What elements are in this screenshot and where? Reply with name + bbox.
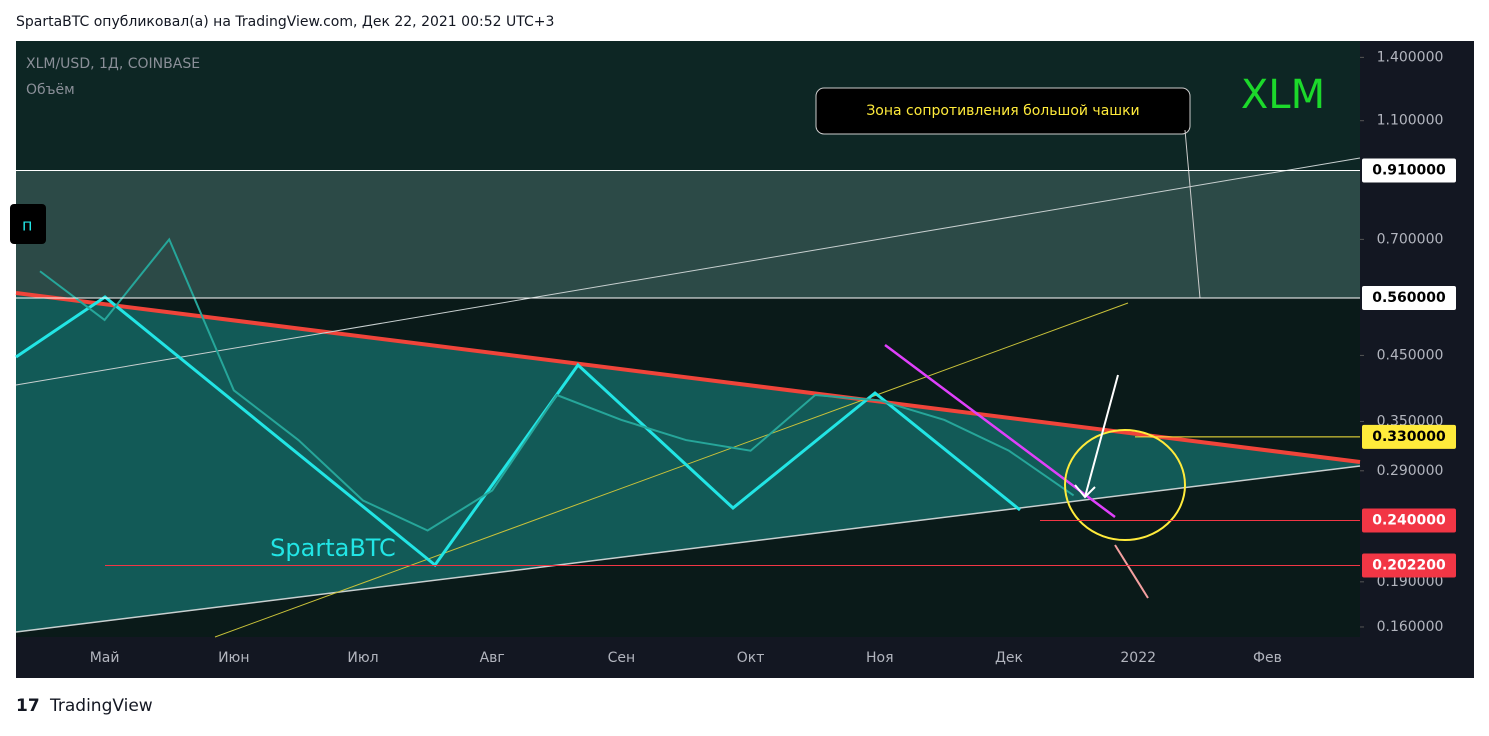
price-label-box xyxy=(1362,424,1456,449)
arrow-head xyxy=(1074,484,1096,499)
y-tick-label: 0.290000 xyxy=(1377,463,1444,479)
channel-line xyxy=(15,157,1361,386)
triangle xyxy=(16,293,1360,632)
x-tick-label: Дек xyxy=(995,650,1023,666)
callout-text: Зона сопротивления большой чашки xyxy=(866,103,1139,119)
y-tick-label: 0.450000 xyxy=(1377,347,1444,363)
y-tick-label: 0.160000 xyxy=(1377,619,1444,635)
x-tick-label: Фев xyxy=(1253,650,1282,666)
y-tick-label: 0.700000 xyxy=(1377,231,1444,247)
price-label: 0.330000 xyxy=(1372,429,1446,445)
x-tick-label: Май xyxy=(90,650,120,666)
cut-label: п xyxy=(22,216,32,235)
x-tick-label: Окт xyxy=(737,650,765,666)
arrow xyxy=(1084,374,1119,498)
x-tick-label: Июл xyxy=(347,650,378,666)
support-line xyxy=(15,465,1361,633)
price-label: 0.560000 xyxy=(1372,290,1446,306)
chart-subtitle: Объём xyxy=(26,82,75,98)
arrow xyxy=(1114,544,1149,599)
highlight-circle xyxy=(1064,429,1186,541)
price-label-box xyxy=(1362,285,1456,310)
callout-pointer xyxy=(1184,129,1201,299)
author-label: SpartaBTC xyxy=(270,534,396,562)
price-label: 0.910000 xyxy=(1372,162,1446,178)
y-tick-label: 0.190000 xyxy=(1377,574,1444,590)
logo: 17 xyxy=(16,696,40,716)
price-label-box xyxy=(1362,508,1456,533)
y-tick-label: 1.400000 xyxy=(1377,49,1444,65)
cut-label-box xyxy=(10,204,46,244)
plot-layer xyxy=(39,237,1075,532)
symbol-label: XLM xyxy=(1241,72,1325,118)
yellow-line xyxy=(214,302,1129,638)
zigzag xyxy=(15,295,1021,568)
x-tick-label: Июн xyxy=(218,650,249,666)
price-label: 0.240000 xyxy=(1372,512,1446,528)
y-tick-label: 1.100000 xyxy=(1377,113,1444,129)
price-label: 0.202200 xyxy=(1372,557,1446,573)
x-tick-label: Сен xyxy=(608,650,636,666)
price-label-box xyxy=(1362,158,1456,183)
x-tick-label: 2022 xyxy=(1120,650,1156,666)
chart-title: XLM/USD, 1Д, COINBASE xyxy=(26,56,200,72)
price-line xyxy=(39,237,1075,532)
resistance-zone xyxy=(16,170,1360,298)
callout xyxy=(815,87,1191,135)
price-label-box xyxy=(1362,553,1456,578)
x-tick-label: Ноя xyxy=(866,650,894,666)
footer: TradingView xyxy=(49,696,153,716)
x-tick-label: Авг xyxy=(480,650,505,666)
trend-line xyxy=(15,291,1361,464)
header: SpartaBTC опубликовал(а) на TradingView.… xyxy=(16,14,554,30)
